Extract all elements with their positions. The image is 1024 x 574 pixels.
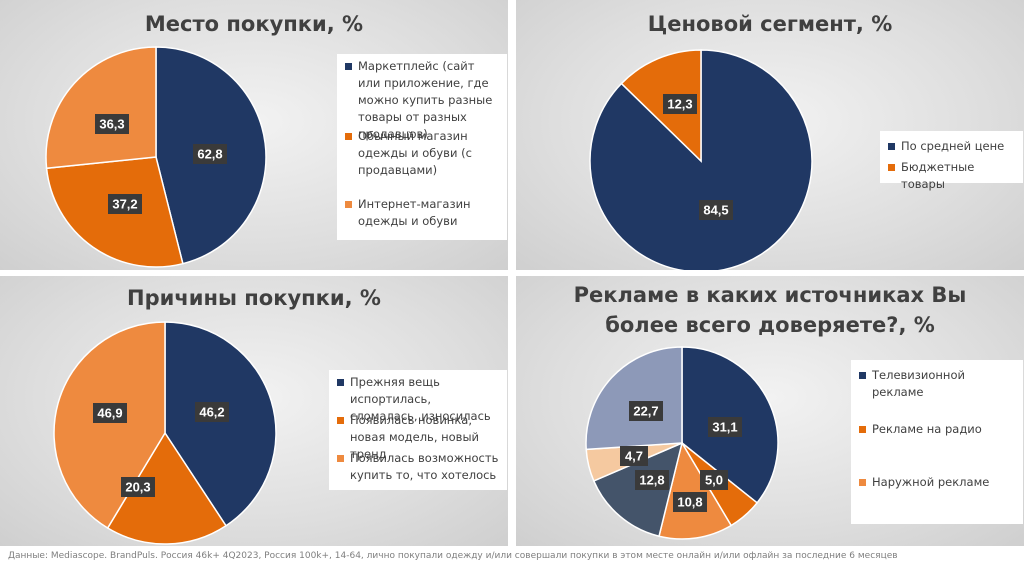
data-label: 22,7 (629, 401, 663, 421)
data-label-box (108, 194, 142, 214)
legend-swatch (859, 372, 866, 379)
data-label-box (699, 200, 733, 220)
data-label-text: 10,8 (677, 495, 702, 510)
data-label: 36,3 (95, 114, 129, 134)
legend-item: Маркетплейс (сайт или приложение, где мо… (345, 58, 499, 143)
data-label-text: 22,7 (633, 404, 658, 419)
data-label-text: 5,0 (705, 473, 723, 488)
data-label: 4,7 (620, 446, 648, 466)
data-label: 62,8 (193, 144, 227, 164)
pie-slice (45, 46, 157, 170)
data-label-text: 46,9 (97, 406, 122, 421)
pie-chart: 62,8 37,2 36,3 (45, 46, 267, 268)
chart-legend: Маркетплейс (сайт или приложение, где мо… (337, 54, 507, 240)
legend-swatch (337, 417, 344, 424)
data-source-footnote: Данные: Mediascope. BrandPuls. Россия 46… (8, 551, 898, 561)
chart-legend: Телевизионной рекламе Рекламе на радио Н… (851, 360, 1023, 524)
data-label-text: 12,8 (639, 473, 664, 488)
legend-label: Наружной рекламе (872, 475, 990, 489)
chart-panel-purchase-place: Место покупки, % 62,8 37,2 36,3 Маркетплей… (0, 0, 508, 270)
legend-item: Телевизионной рекламе (859, 367, 1015, 401)
data-label-box (635, 470, 669, 490)
legend-swatch (345, 63, 352, 70)
data-label-text: 20,3 (125, 480, 150, 495)
legend-item: Наружной рекламе (859, 474, 1015, 491)
legend-label: Маркетплейс (сайт или приложение, где мо… (358, 59, 493, 141)
footnote-text: Mediascope. BrandPuls. Россия 46k+ 4Q202… (50, 551, 898, 561)
legend-label: Телевизионной рекламе (872, 368, 965, 399)
data-label: 5,0 (700, 470, 728, 490)
legend-swatch (859, 426, 866, 433)
pie-slice (658, 441, 733, 540)
legend-item: Появилась новинка, новая модель, новый т… (337, 412, 499, 463)
data-label-box (193, 144, 227, 164)
legend-label: Прежняя вещь испортилась, сломалась, изн… (350, 375, 491, 423)
data-label-text: 84,5 (703, 203, 728, 218)
pie-chart: 46,2 20,3 46,9 (53, 321, 277, 545)
pie-chart: 84,5 12,3 (589, 49, 813, 270)
legend-label: По средней цене (901, 139, 1005, 153)
legend-item: Рекламе на радио (859, 421, 1015, 438)
legend-item: Обычный магазин одежды и обуви (с продав… (345, 128, 499, 179)
data-label-box (663, 94, 697, 114)
data-label-text: 31,1 (712, 420, 737, 435)
legend-label: Бюджетные товары (901, 160, 975, 191)
pie-chart: 31,1 5,010,8 12,8 4,7 22,7 (585, 346, 779, 540)
data-label-text: 46,2 (199, 405, 224, 420)
chart-legend: Прежняя вещь испортилась, сломалась, изн… (329, 370, 507, 490)
legend-swatch (859, 479, 866, 486)
data-label-box (121, 477, 155, 497)
legend-swatch (337, 455, 344, 462)
legend-label: Обычный магазин одежды и обуви (с продав… (358, 129, 472, 177)
pie-slice (620, 49, 702, 163)
legend-swatch (888, 143, 895, 150)
legend-item: По средней цене (888, 138, 1015, 155)
data-label: 46,2 (195, 402, 229, 422)
data-label: 46,9 (93, 403, 127, 423)
data-label-box (629, 401, 663, 421)
legend-swatch (337, 379, 344, 386)
data-label: 10,8 (673, 492, 707, 512)
footnote-label: Данные: (8, 551, 48, 561)
legend-item: Бюджетные товары (888, 159, 1015, 193)
chart-legend: По средней цене Бюджетные товары (880, 131, 1023, 191)
data-label: 12,8 (635, 470, 669, 490)
data-label-box (93, 403, 127, 423)
data-label-box (195, 402, 229, 422)
data-label-box (708, 417, 742, 437)
legend-label: Рекламе на радио (872, 422, 982, 436)
pie-slice (585, 346, 683, 451)
legend-item: Прежняя вещь испортилась, сломалась, изн… (337, 374, 499, 425)
data-label-text: 37,2 (112, 197, 137, 212)
data-label-text: 12,3 (667, 97, 692, 112)
legend-label: Появилась возможность купить то, что хот… (350, 451, 499, 482)
data-label-text: 4,7 (625, 449, 643, 464)
legend-swatch (888, 164, 895, 171)
data-label: 84,5 (699, 200, 733, 220)
legend-label: Интернет-магазин одежды и обуви (358, 197, 471, 228)
data-label-box (700, 470, 728, 490)
pie-slice (53, 321, 166, 530)
legend-swatch (345, 201, 352, 208)
chart-panel-price-segment: Ценовой сегмент, % 84,5 12,3 По средней ц… (516, 0, 1024, 270)
data-label-box (95, 114, 129, 134)
data-label-box (620, 446, 648, 466)
data-label: 37,2 (108, 194, 142, 214)
data-label-text: 62,8 (197, 147, 222, 162)
chart-panel-purchase-reasons: Причины покупки, % 46,2 20,3 46,9 Прежняя … (0, 276, 508, 546)
legend-swatch (345, 133, 352, 140)
legend-item: Появилась возможность купить то, что хот… (337, 450, 499, 484)
legend-item: Интернет-магазин одежды и обуви (345, 196, 499, 230)
legend-label: Появилась новинка, новая модель, новый т… (350, 413, 480, 461)
data-label: 20,3 (121, 477, 155, 497)
data-label: 12,3 (663, 94, 697, 114)
data-label-box (673, 492, 707, 512)
data-label-text: 36,3 (99, 117, 124, 132)
data-label: 31,1 (708, 417, 742, 437)
chart-panel-ad-trust: Рекламе в каких источниках Вы более всег… (516, 276, 1024, 546)
pie-slice (106, 431, 228, 545)
